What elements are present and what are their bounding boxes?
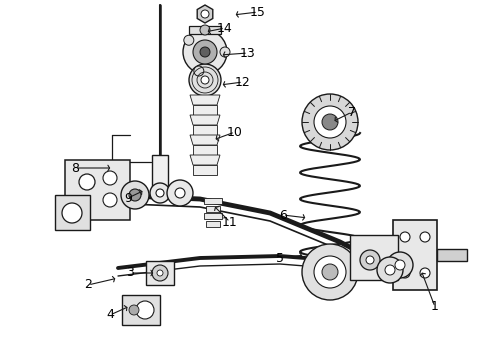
Circle shape xyxy=(157,270,163,276)
Text: 13: 13 xyxy=(240,46,255,59)
Circle shape xyxy=(150,183,170,203)
Circle shape xyxy=(183,30,226,74)
Circle shape xyxy=(152,265,168,281)
Polygon shape xyxy=(392,220,436,290)
Bar xyxy=(189,26,221,34)
Polygon shape xyxy=(65,160,130,220)
Circle shape xyxy=(103,171,117,185)
Polygon shape xyxy=(190,95,220,105)
Bar xyxy=(203,213,222,219)
Circle shape xyxy=(313,256,346,288)
Circle shape xyxy=(394,260,404,270)
Polygon shape xyxy=(349,235,397,280)
Circle shape xyxy=(384,265,394,275)
Polygon shape xyxy=(193,125,217,135)
Circle shape xyxy=(302,244,357,300)
Polygon shape xyxy=(197,5,212,23)
Circle shape xyxy=(129,305,139,315)
Polygon shape xyxy=(190,135,220,145)
Circle shape xyxy=(201,76,208,84)
Circle shape xyxy=(189,64,221,96)
Polygon shape xyxy=(122,295,160,325)
Circle shape xyxy=(419,232,429,242)
Text: 3: 3 xyxy=(126,266,134,279)
Circle shape xyxy=(175,188,184,198)
Circle shape xyxy=(386,252,412,278)
Text: 5: 5 xyxy=(275,252,284,265)
Circle shape xyxy=(321,264,337,280)
Polygon shape xyxy=(55,195,90,230)
Bar xyxy=(205,206,220,212)
Bar xyxy=(152,155,168,190)
Text: 4: 4 xyxy=(106,309,114,321)
Polygon shape xyxy=(190,155,220,165)
Text: 2: 2 xyxy=(84,279,92,292)
Circle shape xyxy=(200,25,209,35)
Polygon shape xyxy=(193,165,217,175)
Circle shape xyxy=(129,189,141,201)
Circle shape xyxy=(321,114,337,130)
Text: 14: 14 xyxy=(217,22,232,35)
Circle shape xyxy=(200,47,209,57)
Circle shape xyxy=(313,106,346,138)
Circle shape xyxy=(220,47,229,57)
Polygon shape xyxy=(190,115,220,125)
Text: 1: 1 xyxy=(430,301,438,314)
Circle shape xyxy=(399,232,409,242)
Bar xyxy=(203,198,222,204)
Text: 8: 8 xyxy=(71,162,79,175)
Circle shape xyxy=(399,268,409,278)
Circle shape xyxy=(167,180,193,206)
Circle shape xyxy=(365,256,373,264)
Circle shape xyxy=(62,203,82,223)
Circle shape xyxy=(156,189,163,197)
Circle shape xyxy=(302,94,357,150)
Circle shape xyxy=(419,268,429,278)
Text: 7: 7 xyxy=(347,105,355,118)
Text: 15: 15 xyxy=(249,5,265,18)
Circle shape xyxy=(193,66,203,76)
Circle shape xyxy=(359,250,379,270)
Bar xyxy=(436,249,466,261)
Bar xyxy=(146,261,174,285)
Text: 9: 9 xyxy=(124,192,132,204)
Circle shape xyxy=(136,301,154,319)
Circle shape xyxy=(193,40,217,64)
Circle shape xyxy=(79,174,95,190)
Circle shape xyxy=(121,181,149,209)
Text: 6: 6 xyxy=(279,208,286,221)
Circle shape xyxy=(103,193,117,207)
Circle shape xyxy=(183,35,193,45)
Bar xyxy=(205,220,220,227)
Text: 10: 10 xyxy=(226,126,243,139)
Text: 12: 12 xyxy=(235,76,250,89)
Circle shape xyxy=(376,257,402,283)
Polygon shape xyxy=(193,105,217,115)
Polygon shape xyxy=(193,145,217,155)
Text: 11: 11 xyxy=(222,216,237,229)
Circle shape xyxy=(201,10,208,18)
